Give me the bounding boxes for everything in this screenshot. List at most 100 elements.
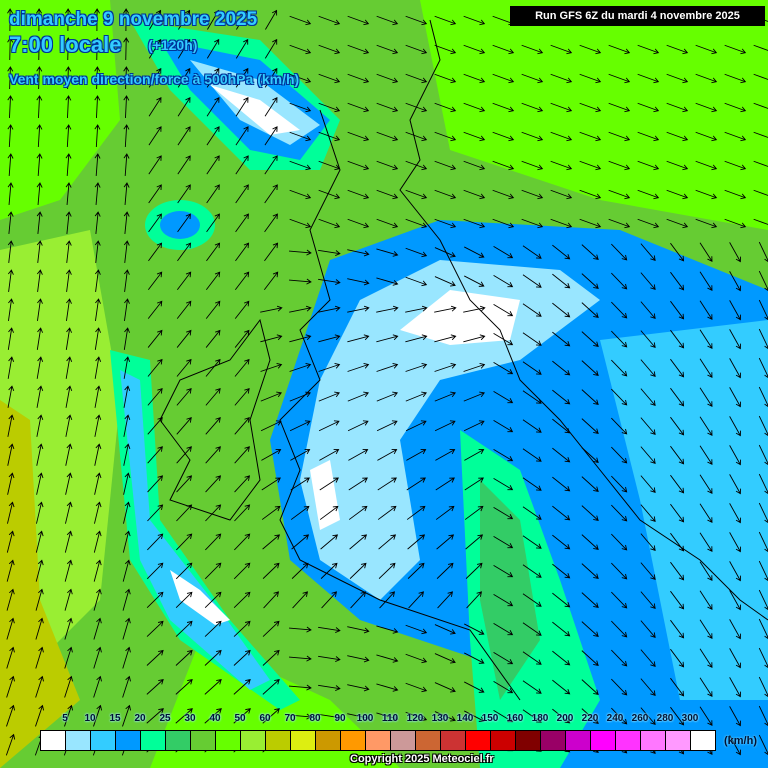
wind-arrow xyxy=(264,184,278,204)
wind-arrow xyxy=(289,189,312,200)
wind-arrow xyxy=(93,530,102,553)
wind-arrow xyxy=(122,704,132,727)
wind-arrow xyxy=(376,305,399,313)
wind-arrow xyxy=(36,66,43,90)
wind-arrow xyxy=(347,160,370,171)
wind-arrow xyxy=(670,329,685,349)
legend-label: 50 xyxy=(234,713,246,724)
wind-arrow xyxy=(699,416,713,436)
legend-swatch xyxy=(41,731,66,750)
wind-arrow xyxy=(235,126,249,146)
wind-arrow xyxy=(7,414,15,437)
forecast-lead-time: (+120h) xyxy=(148,37,198,53)
wind-arrow xyxy=(493,593,514,607)
wind-arrow xyxy=(206,97,220,117)
wind-arrow xyxy=(7,240,14,263)
wind-arrow xyxy=(233,562,251,580)
wind-arrow xyxy=(640,533,656,552)
wind-arrow xyxy=(261,449,282,461)
wind-arrow xyxy=(376,334,399,343)
wind-arrow xyxy=(758,589,768,610)
wind-arrow xyxy=(206,213,220,233)
legend-label: 20 xyxy=(134,713,146,724)
wind-arrow xyxy=(699,358,713,378)
wind-arrow xyxy=(492,131,515,142)
wind-arrow xyxy=(7,66,14,90)
blue-coastal-band xyxy=(120,370,270,690)
wind-arrow xyxy=(758,270,768,291)
wind-arrow xyxy=(320,562,338,579)
wind-arrow xyxy=(205,387,221,406)
wind-arrow xyxy=(149,9,162,30)
wind-arrow xyxy=(405,276,428,287)
wind-arrow xyxy=(492,189,515,200)
wind-arrow xyxy=(175,649,193,666)
wind-arrow xyxy=(640,243,656,262)
wind-arrow xyxy=(7,37,14,61)
wind-arrow xyxy=(263,271,279,291)
wind-arrow xyxy=(376,683,399,692)
wind-arrow xyxy=(579,218,602,229)
wind-arrow xyxy=(319,449,340,461)
wind-arrow xyxy=(347,189,370,200)
white-jet-core2 xyxy=(310,460,340,530)
wind-arrow xyxy=(177,155,191,175)
wind-arrow xyxy=(670,445,685,465)
wind-arrow xyxy=(724,189,747,200)
wind-arrow xyxy=(6,704,16,727)
wind-arrow xyxy=(377,505,397,520)
wind-arrow xyxy=(670,474,685,494)
wind-arrow xyxy=(289,684,312,691)
wind-arrow xyxy=(206,126,220,146)
wind-arrow xyxy=(670,416,685,436)
wind-arrow xyxy=(640,649,656,668)
wind-arrow xyxy=(611,475,628,493)
wind-arrow xyxy=(407,562,425,579)
wind-arrow xyxy=(552,650,571,666)
wind-arrow xyxy=(699,503,713,523)
wind-arrow xyxy=(318,362,341,372)
wind-arrow xyxy=(235,67,249,88)
wind-arrow xyxy=(204,562,222,580)
wind-arrow xyxy=(640,301,656,320)
legend-swatch xyxy=(116,731,141,750)
wind-arrow xyxy=(405,102,428,113)
wind-arrow xyxy=(318,334,341,343)
wind-arrow xyxy=(233,649,251,666)
wind-arrow xyxy=(493,535,514,549)
wind-arrow xyxy=(463,73,486,84)
wind-arrow xyxy=(637,102,660,113)
wind-arrow xyxy=(608,218,631,229)
wind-arrow xyxy=(260,420,282,432)
wind-arrow xyxy=(521,73,544,84)
wind-arrow xyxy=(464,505,484,520)
wind-arrow xyxy=(264,38,278,59)
wind-arrow xyxy=(611,678,628,696)
legend-swatch xyxy=(266,731,291,750)
wind-arrow xyxy=(147,271,163,291)
legend-swatch xyxy=(566,731,591,750)
wind-arrow xyxy=(405,682,428,693)
wind-arrow xyxy=(347,713,370,721)
wind-arrow xyxy=(522,361,542,375)
wind-arrow xyxy=(347,73,370,84)
wind-arrow xyxy=(670,706,685,726)
legend-swatch xyxy=(466,731,491,750)
run-info: Run GFS 6Z du mardi 4 novembre 2025 xyxy=(510,6,765,26)
wind-arrow xyxy=(611,243,628,261)
wind-arrow xyxy=(465,534,484,550)
legend-swatch xyxy=(666,731,691,750)
wind-arrow xyxy=(65,385,73,408)
wind-arrow xyxy=(492,73,515,84)
wind-arrow xyxy=(405,15,428,26)
wind-arrow xyxy=(463,44,486,55)
wind-arrow xyxy=(729,445,741,466)
wind-arrow xyxy=(729,532,741,553)
wind-arrow xyxy=(122,617,131,640)
wind-arrow xyxy=(434,44,457,55)
wind-arrow xyxy=(7,472,15,495)
forecast-date: dimanche 9 novembre 2025 xyxy=(9,9,258,30)
wind-arrow xyxy=(608,131,631,142)
wind-arrow xyxy=(205,533,222,551)
